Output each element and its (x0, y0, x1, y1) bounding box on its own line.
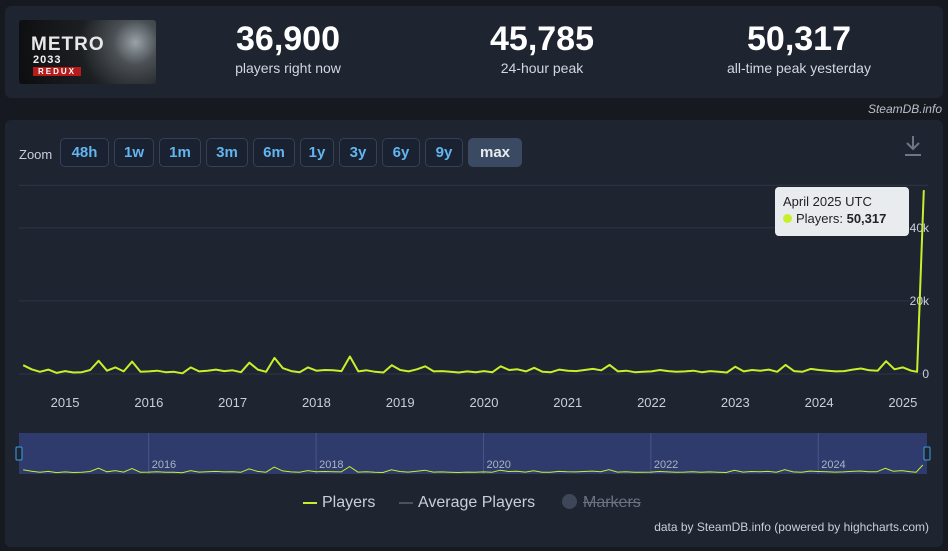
site-credit[interactable]: SteamDB.info (867, 102, 942, 116)
zoom-max-button[interactable]: max (468, 138, 522, 167)
tooltip-row: Players: 50,317 (783, 210, 901, 227)
navigator-right-handle[interactable] (923, 446, 931, 461)
tooltip-title: April 2025 UTC (783, 194, 872, 209)
game-logo[interactable]: METRO 2033 REDUX (19, 20, 156, 84)
stat-label: players right now (235, 60, 341, 76)
x-tick-label: 2020 (470, 395, 499, 410)
zoom-3y-button[interactable]: 3y (339, 138, 377, 167)
x-tick-label: 2025 (888, 395, 917, 410)
legend-label: Average Players (418, 494, 536, 511)
stats-panel: METRO 2033 REDUX 36,900 players right no… (5, 6, 943, 98)
average-swatch (399, 501, 413, 504)
download-icon[interactable] (902, 134, 924, 158)
zoom-9y-button[interactable]: 9y (425, 138, 463, 167)
x-tick-label: 2016 (134, 395, 163, 410)
logo-word: METRO (31, 34, 105, 55)
navigator-tick-label: 2016 (152, 459, 176, 471)
navigator-series-line (23, 464, 924, 474)
legend-markers[interactable]: Markers (562, 493, 641, 513)
players-swatch (303, 501, 317, 504)
markers-swatch (562, 494, 577, 509)
zoom-1m-button[interactable]: 1m (159, 138, 201, 167)
tooltip-series: Players (796, 211, 840, 226)
navigator-tick-label: 2024 (821, 459, 845, 471)
players-series-line[interactable] (22, 190, 925, 375)
legend-label: Players (322, 494, 376, 511)
y-tick-label: 0 (922, 367, 929, 381)
x-tick-label: 2024 (805, 395, 834, 410)
navigator-tick-label: 2018 (319, 459, 343, 471)
navigator-left-handle[interactable] (15, 446, 23, 461)
logo-sub: 2033 (33, 54, 62, 66)
stat-value: 50,317 (747, 20, 851, 58)
x-tick-label: 2015 (51, 395, 80, 410)
tooltip-value: 50,317 (846, 211, 887, 226)
zoom-1y-button[interactable]: 1y (300, 138, 334, 167)
stat-label: 24-hour peak (500, 60, 584, 76)
zoom-label: Zoom (19, 147, 53, 162)
x-tick-label: 2017 (218, 395, 247, 410)
legend-label: Markers (583, 494, 641, 511)
legend-players[interactable]: Players (303, 493, 375, 513)
navigator-window[interactable] (19, 433, 927, 474)
x-tick-label: 2018 (302, 395, 331, 410)
zoom-6y-button[interactable]: 6y (382, 138, 420, 167)
stat-label: all-time peak yesterday (727, 60, 871, 76)
x-tick-label: 2021 (553, 395, 582, 410)
chart-panel: Zoom 48h 1w 1m 3m 6m 1y 3y 6y 9y max 0 20k 40k 2015 2… (5, 120, 943, 547)
chart-legend: Players Average Players Markers (5, 493, 943, 513)
x-tick-label: 2019 (386, 395, 415, 410)
zoom-6m-button[interactable]: 6m (253, 138, 295, 167)
legend-average-players[interactable]: Average Players (399, 493, 535, 513)
y-tick-label: 40k (910, 221, 930, 235)
zoom-3m-button[interactable]: 3m (206, 138, 248, 167)
logo-redux: REDUX (33, 67, 82, 76)
navigator-tick-label: 2022 (654, 459, 678, 471)
x-tick-label: 2023 (721, 395, 750, 410)
stat-value: 36,900 (236, 20, 340, 58)
stat-current-players: 36,900 players right now (178, 20, 398, 76)
zoom-1w-button[interactable]: 1w (114, 138, 154, 167)
x-tick-label: 2022 (637, 395, 666, 410)
navigator-tick-label: 2020 (486, 459, 510, 471)
footer-credit[interactable]: data by SteamDB.info (powered by highcha… (654, 520, 929, 534)
chart-tooltip: April 2025 UTC Players: 50,317 (775, 187, 909, 236)
zoom-48h-button[interactable]: 48h (60, 138, 109, 167)
series-dot (783, 214, 792, 223)
stat-value: 45,785 (490, 20, 594, 58)
stat-all-time-peak: 50,317 all-time peak yesterday (689, 20, 909, 76)
stat-24h-peak: 45,785 24-hour peak (432, 20, 652, 76)
